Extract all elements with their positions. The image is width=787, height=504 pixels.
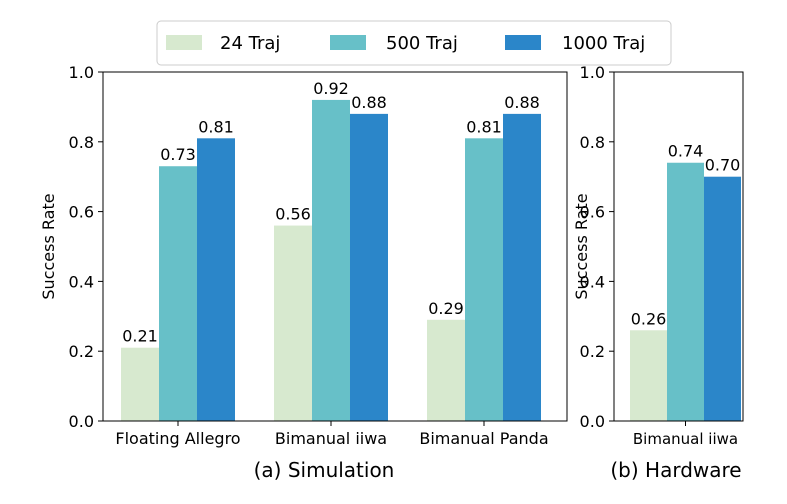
legend: 24 Traj 500 Traj 1000 Traj bbox=[156, 20, 672, 66]
bar-floating-allegro-500-traj bbox=[159, 166, 197, 421]
data-label-bimanual-iiwa-24-traj: 0.56 bbox=[275, 205, 311, 224]
legend-label-500-traj: 500 Traj bbox=[386, 33, 458, 54]
bar-bimanual-iiwa-1000-traj bbox=[350, 113, 388, 421]
data-label-floating-allegro-24-traj: 0.21 bbox=[122, 327, 158, 346]
y-tick-label-1-0: 1.0 bbox=[580, 63, 605, 82]
data-label-bimanual-iiwa-500-traj: 0.74 bbox=[668, 142, 704, 161]
legend-swatch-1000-traj bbox=[505, 35, 541, 50]
y-axis-label: Success Rate bbox=[39, 193, 58, 299]
data-label-bimanual-panda-24-traj: 0.29 bbox=[428, 299, 464, 318]
x-tick-label-bimanual-iiwa: Bimanual iiwa bbox=[275, 429, 387, 448]
y-tick-label-0-8: 0.8 bbox=[580, 133, 605, 152]
y-axis-label: Success Rate bbox=[572, 193, 591, 299]
bar-bimanual-iiwa-500-traj bbox=[312, 99, 350, 422]
y-tick-label-0-8: 0.8 bbox=[69, 133, 94, 152]
x-tick-label-bimanual-iiwa: Bimanual iiwa bbox=[633, 430, 738, 448]
bar-floating-allegro-24-traj bbox=[121, 347, 159, 421]
y-tick-label-0-6: 0.6 bbox=[580, 203, 605, 222]
bar-bimanual-panda-500-traj bbox=[465, 138, 503, 421]
x-tick-label-floating-allegro: Floating Allegro bbox=[115, 429, 240, 448]
data-label-bimanual-panda-500-traj: 0.81 bbox=[466, 117, 502, 136]
bar-bimanual-panda-1000-traj bbox=[503, 113, 541, 421]
plot-frame bbox=[613, 71, 744, 422]
legend-swatch-24-traj bbox=[166, 35, 202, 50]
bar-bimanual-iiwa-24-traj bbox=[630, 330, 667, 421]
data-label-floating-allegro-1000-traj: 0.81 bbox=[198, 117, 234, 136]
y-tick-label-0-2: 0.2 bbox=[580, 342, 605, 361]
bar-bimanual-panda-24-traj bbox=[427, 319, 465, 421]
data-label-bimanual-panda-1000-traj: 0.88 bbox=[504, 93, 540, 112]
y-tick-label-0-2: 0.2 bbox=[69, 342, 94, 361]
legend-label-1000-traj: 1000 Traj bbox=[562, 33, 645, 54]
bar-bimanual-iiwa-500-traj bbox=[667, 162, 704, 422]
bar-floating-allegro-1000-traj bbox=[197, 138, 235, 421]
hardware-caption: (b) Hardware bbox=[610, 458, 741, 482]
legend-frame bbox=[156, 20, 672, 66]
y-tick-label-0-4: 0.4 bbox=[580, 272, 605, 291]
data-label-bimanual-iiwa-24-traj: 0.26 bbox=[631, 309, 667, 328]
hardware-panel: 0.26 0.740.70 Bimanual iiwa 0.0 0.2 0.4 0.6 0.8… bbox=[572, 63, 744, 448]
data-label-floating-allegro-500-traj: 0.73 bbox=[160, 145, 196, 164]
y-tick-label-1-0: 1.0 bbox=[69, 63, 94, 82]
data-label-bimanual-iiwa-1000-traj: 0.70 bbox=[705, 156, 741, 175]
bar-bimanual-iiwa-24-traj bbox=[274, 225, 312, 421]
y-tick-label-0-6: 0.6 bbox=[69, 203, 94, 222]
legend-label-24-traj: 24 Traj bbox=[220, 33, 280, 54]
y-tick-label-0-0: 0.0 bbox=[580, 412, 605, 431]
x-tick-label-bimanual-panda: Bimanual Panda bbox=[419, 429, 548, 448]
bar-bimanual-iiwa-1000-traj bbox=[704, 176, 741, 421]
legend-swatch-500-traj bbox=[330, 35, 366, 50]
simulation-caption: (a) Simulation bbox=[254, 458, 395, 482]
data-label-bimanual-iiwa-500-traj: 0.92 bbox=[313, 79, 349, 98]
data-label-bimanual-iiwa-1000-traj: 0.88 bbox=[351, 93, 387, 112]
plot-frame bbox=[102, 71, 568, 422]
y-tick-label-0-0: 0.0 bbox=[69, 412, 94, 431]
y-tick-label-0-4: 0.4 bbox=[69, 272, 94, 291]
